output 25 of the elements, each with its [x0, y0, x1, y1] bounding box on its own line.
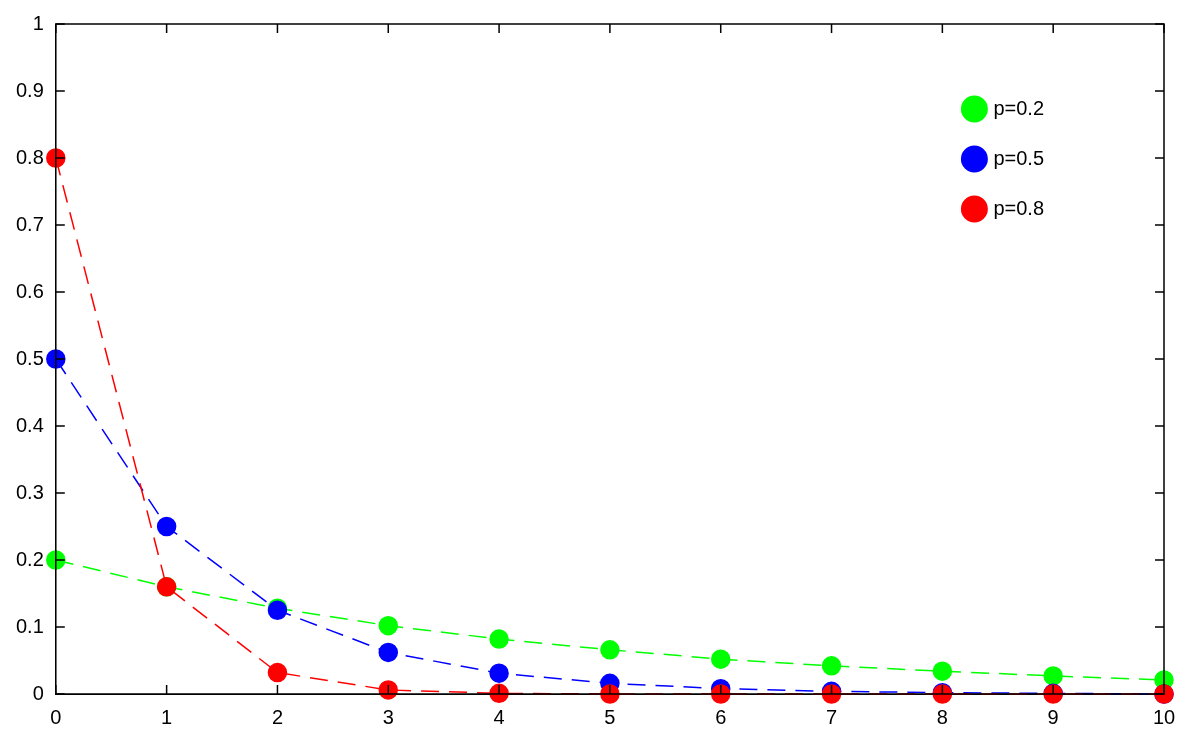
- x-tick-label: 6: [715, 705, 727, 728]
- x-tick-label: 8: [936, 705, 948, 728]
- x-tick-label: 10: [1152, 705, 1176, 728]
- x-tick-label: 0: [50, 705, 62, 728]
- y-tick-label: 0.3: [15, 480, 44, 503]
- y-tick-label: 0.8: [15, 145, 44, 168]
- x-tick-label: 7: [825, 705, 838, 728]
- x-tick-label: 4: [493, 705, 505, 728]
- y-tick-label: 0.7: [15, 212, 44, 235]
- y-tick-label: 0.2: [15, 547, 44, 570]
- x-tick-label: 2: [271, 705, 283, 728]
- y-tick-label: 0.4: [15, 413, 44, 436]
- x-tick-label: 3: [382, 705, 394, 728]
- x-tick-label: 9: [1047, 705, 1059, 728]
- x-tick-label: 1: [161, 705, 173, 728]
- y-tick-label: 0.9: [15, 78, 44, 101]
- legend-label: p=0.2: [993, 96, 1044, 119]
- legend-label: p=0.8: [993, 196, 1044, 219]
- legend-label: p=0.5: [993, 146, 1044, 169]
- x-tick-label: 5: [604, 705, 616, 728]
- y-tick-label: 0.1: [15, 614, 44, 637]
- y-tick-label: 0.6: [15, 279, 44, 302]
- y-tick-label: 1: [32, 11, 44, 34]
- y-tick-label: 0: [32, 681, 44, 704]
- y-tick-label: 0.5: [15, 346, 44, 369]
